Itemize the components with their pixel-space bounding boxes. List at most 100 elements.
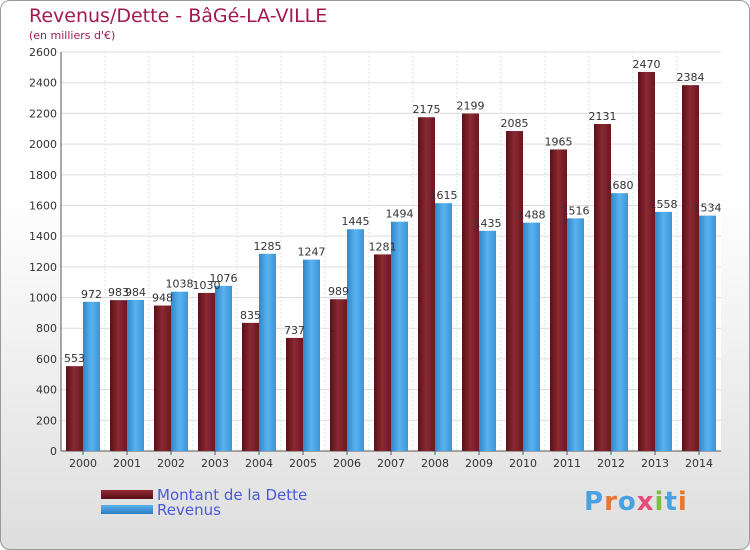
x-tick-label: 2000 xyxy=(69,457,97,470)
data-label-revenue: 1534 xyxy=(694,202,722,215)
data-label-revenue: 1680 xyxy=(606,179,634,192)
data-label-debt: 983 xyxy=(108,286,129,299)
x-tick-label: 2009 xyxy=(465,457,493,470)
x-tick-label: 2007 xyxy=(377,457,405,470)
bar-revenue xyxy=(611,193,628,451)
x-tick-label: 2003 xyxy=(201,457,229,470)
data-label-revenue: 1494 xyxy=(386,208,414,221)
x-tick-label: 2012 xyxy=(597,457,625,470)
bar-revenue xyxy=(83,301,100,451)
bar-revenue xyxy=(699,215,716,451)
bar-revenue xyxy=(347,229,364,451)
data-label-revenue: 1076 xyxy=(210,272,238,285)
x-tick-label: 2001 xyxy=(113,457,141,470)
x-tick-label: 2004 xyxy=(245,457,273,470)
data-label-revenue: 1285 xyxy=(254,240,282,253)
x-tick-label: 2002 xyxy=(157,457,185,470)
bar-revenue xyxy=(435,203,452,451)
logo-letter: t xyxy=(664,487,678,517)
data-label-debt: 2175 xyxy=(413,103,441,116)
bar-debt xyxy=(374,254,391,451)
y-tick-label: 600 xyxy=(36,353,57,366)
bar-debt xyxy=(198,292,215,451)
bar-debt xyxy=(110,300,127,451)
x-tick-label: 2011 xyxy=(553,457,581,470)
x-tick-label: 2008 xyxy=(421,457,449,470)
y-tick-label: 800 xyxy=(36,322,57,335)
data-label-revenue: 1038 xyxy=(166,278,194,291)
bar-debt xyxy=(286,337,303,451)
data-label-revenue: 1558 xyxy=(650,198,678,211)
data-label-debt: 948 xyxy=(152,292,173,305)
bar-revenue xyxy=(479,230,496,451)
legend-label-debt: Montant de la Dette xyxy=(157,486,308,504)
data-label-debt: 2470 xyxy=(633,58,661,71)
data-label-debt: 2199 xyxy=(457,100,485,113)
logo-letter: P xyxy=(584,487,605,517)
y-tick-label: 1000 xyxy=(29,292,57,305)
y-tick-label: 1800 xyxy=(29,169,57,182)
data-label-revenue: 1445 xyxy=(342,215,370,228)
data-label-revenue: 1247 xyxy=(298,246,326,259)
data-label-debt: 835 xyxy=(240,309,261,322)
y-tick-label: 1400 xyxy=(29,230,57,243)
logo-letter: r xyxy=(604,487,618,517)
data-label-debt: 737 xyxy=(284,324,305,337)
y-tick-label: 2000 xyxy=(29,138,57,151)
logo-letter: o xyxy=(617,487,637,517)
data-label-debt: 989 xyxy=(328,285,349,298)
logo-letter: i xyxy=(677,487,688,517)
data-label-revenue: 972 xyxy=(81,288,102,301)
x-tick-label: 2013 xyxy=(641,457,669,470)
logo-letter: i xyxy=(654,487,665,517)
data-label-debt: 1965 xyxy=(545,135,573,148)
bar-revenue xyxy=(655,211,672,451)
bar-debt xyxy=(242,322,259,451)
y-tick-label: 1600 xyxy=(29,199,57,212)
legend-label-revenue: Revenus xyxy=(157,501,221,519)
bar-debt xyxy=(462,113,479,451)
y-tick-label: 2200 xyxy=(29,107,57,120)
data-label-revenue: 1435 xyxy=(474,217,502,230)
x-tick-label: 2014 xyxy=(685,457,713,470)
y-tick-label: 1200 xyxy=(29,261,57,274)
bar-revenue xyxy=(127,299,144,451)
chart-subtitle: (en milliers d'€) xyxy=(29,29,116,42)
y-tick-label: 400 xyxy=(36,384,57,397)
bar-debt xyxy=(66,366,83,451)
bar-revenue xyxy=(523,222,540,451)
bar-debt xyxy=(330,299,347,451)
bar-revenue xyxy=(259,253,276,451)
x-tick-label: 2006 xyxy=(333,457,361,470)
x-tick-label: 2005 xyxy=(289,457,317,470)
legend-swatch-debt xyxy=(101,490,153,499)
y-tick-label: 0 xyxy=(50,445,57,458)
y-tick-label: 2400 xyxy=(29,77,57,90)
proxiti-logo: Proxiti xyxy=(584,487,688,517)
bar-debt xyxy=(682,85,699,451)
data-label-debt: 1281 xyxy=(369,240,397,253)
bar-revenue xyxy=(171,291,188,451)
data-label-revenue: 1488 xyxy=(518,209,546,222)
bar-debt xyxy=(638,71,655,451)
bar-debt xyxy=(154,305,171,451)
y-tick-label: 2600 xyxy=(29,46,57,59)
x-tick-label: 2010 xyxy=(509,457,537,470)
bar-debt xyxy=(418,117,435,451)
bar-revenue xyxy=(215,285,232,451)
data-label-revenue: 1516 xyxy=(562,204,590,217)
data-label-debt: 2085 xyxy=(501,117,529,130)
legend-swatch-revenue xyxy=(101,505,153,514)
logo-letter: x xyxy=(636,487,655,517)
bar-debt xyxy=(594,123,611,452)
data-label-revenue: 1615 xyxy=(430,189,458,202)
bar-revenue xyxy=(303,259,320,451)
bar-revenue xyxy=(567,218,584,451)
data-label-debt: 1030 xyxy=(193,279,221,292)
bar-debt xyxy=(550,149,567,452)
data-label-revenue: 984 xyxy=(125,286,146,299)
data-label-debt: 2384 xyxy=(677,71,705,84)
y-tick-label: 200 xyxy=(36,414,57,427)
